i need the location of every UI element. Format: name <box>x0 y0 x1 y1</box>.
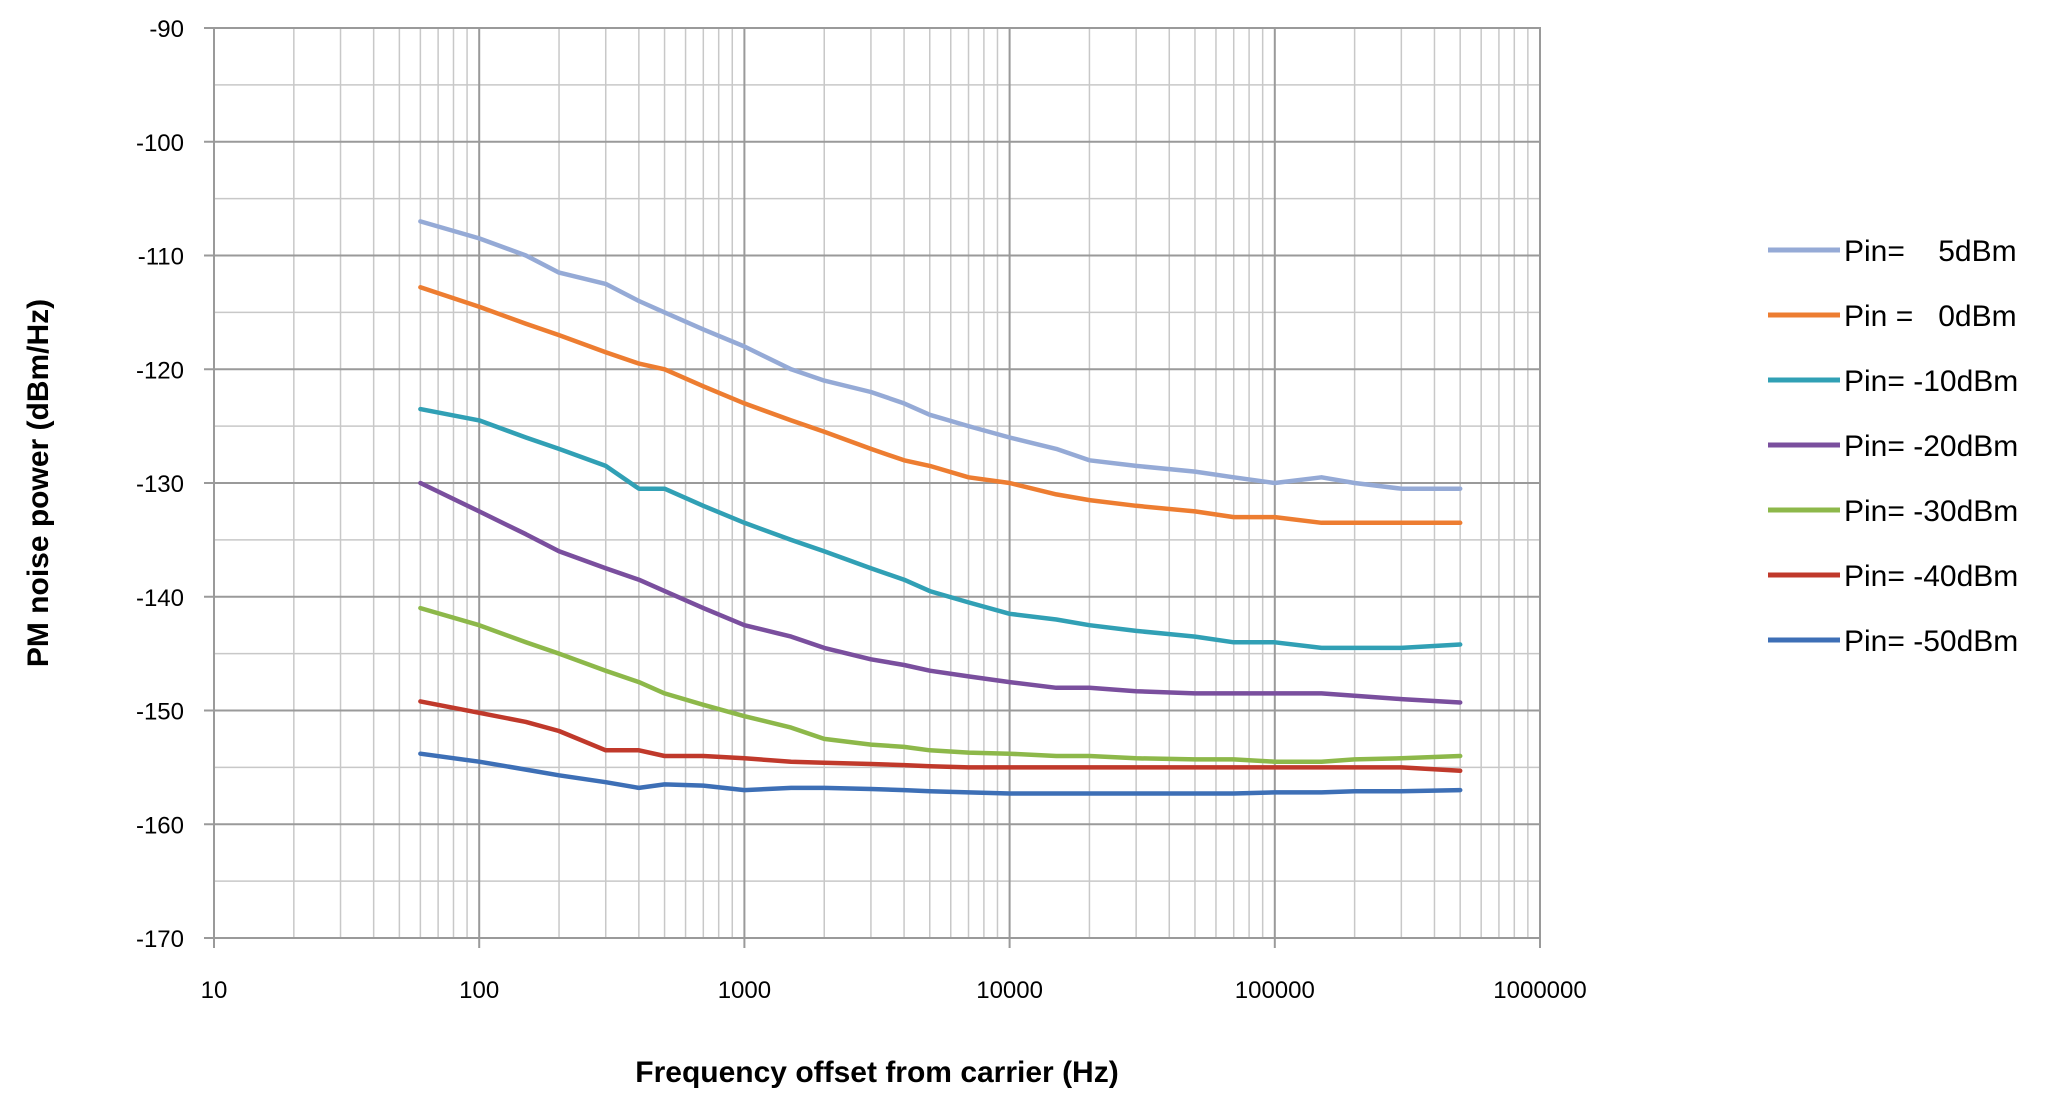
series-line-5 <box>418 699 1463 774</box>
legend-label-0: Pin= 5dBm <box>1844 235 2017 268</box>
legend-label-1: Pin = 0dBm <box>1844 300 2017 333</box>
y-axis-title: PM noise power (dBm/Hz) <box>22 299 55 667</box>
x-axis-ticks: 10 100 1000 10000 100000 1000000 <box>201 938 1587 1004</box>
series-line-6 <box>418 751 1463 796</box>
series-line-3 <box>418 480 1463 705</box>
series-line-4 <box>418 605 1463 764</box>
x-axis-title: Frequency offset from carrier (Hz) <box>635 1056 1118 1089</box>
series-line-0 <box>418 219 1463 491</box>
y-tick-label: -130 <box>136 471 184 498</box>
legend-label-2: Pin= -10dBm <box>1844 365 2018 398</box>
grid-major <box>213 27 1541 939</box>
x-tick-label: 100000 <box>1235 977 1315 1004</box>
y-tick-label: -170 <box>136 926 184 953</box>
legend-label-5: Pin= -40dBm <box>1844 560 2018 593</box>
y-tick-label: -90 <box>149 16 184 43</box>
x-tick-label: 10 <box>201 977 228 1004</box>
x-tick-label: 1000 <box>718 977 771 1004</box>
legend-label-4: Pin= -30dBm <box>1844 495 2018 528</box>
legend-label-6: Pin= -50dBm <box>1844 625 2018 658</box>
y-tick-label: -120 <box>136 357 184 384</box>
y-tick-label: -150 <box>136 699 184 726</box>
legend-label-3: Pin= -20dBm <box>1844 430 2018 463</box>
x-tick-label: 10000 <box>976 977 1043 1004</box>
series-lines <box>418 219 1463 796</box>
y-tick-label: -160 <box>136 812 184 839</box>
legend: Pin= 5dBm Pin = 0dBm Pin= -10dBm Pin= -20dB… <box>1768 235 2018 658</box>
y-tick-label: -110 <box>138 244 184 271</box>
y-tick-label: -140 <box>136 585 184 612</box>
x-tick-label: 100 <box>459 977 499 1004</box>
series-line-1 <box>418 285 1463 526</box>
x-tick-label: 1000000 <box>1493 977 1586 1004</box>
y-tick-label: -100 <box>136 130 184 157</box>
y-axis-ticks: -90 -100 -110 -120 -130 -140 -150 -160 -170 <box>136 16 214 953</box>
series-line-2 <box>418 406 1463 651</box>
